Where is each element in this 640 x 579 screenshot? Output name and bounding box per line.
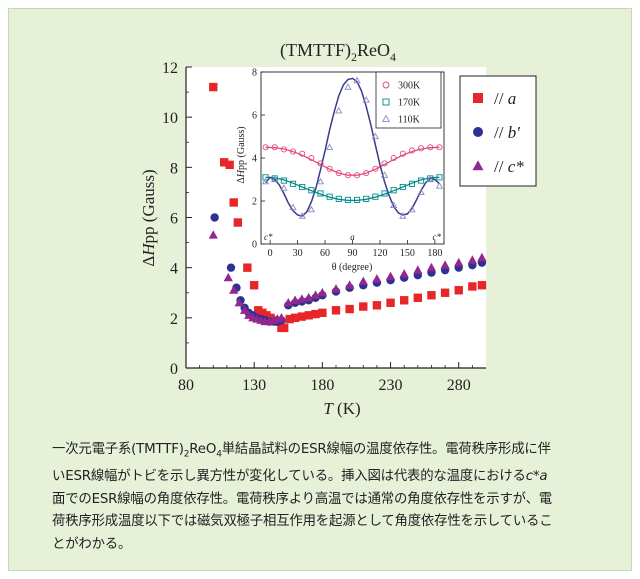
main-y-tick-label: 12: [162, 60, 178, 77]
main-point-series-0: [441, 289, 449, 297]
main-y-tick-label: 0: [170, 361, 178, 378]
main-point-series-0: [250, 281, 258, 289]
main-point-series-0: [468, 282, 476, 290]
inset-axis-name-0: c*: [264, 232, 273, 242]
inset-y-tick-label: 4: [252, 154, 257, 165]
main-x-tick-label: 230: [379, 377, 403, 394]
main-point-series-0: [243, 263, 251, 271]
main-point-series-0: [332, 306, 340, 314]
main-y-axis-label: ΔHpp (Gauss): [139, 169, 158, 266]
inset-legend-label-1: 170K: [398, 98, 421, 109]
main-legend: // a // b′ // c*: [460, 76, 536, 186]
inset-legend: 300K 170K 110K: [376, 72, 441, 128]
main-legend-label-2: // c*: [494, 157, 524, 176]
main-point-series-1: [210, 213, 218, 221]
main-x-tick-label: 80: [178, 377, 194, 394]
inset-x-axis-label: θ (degree): [332, 262, 373, 273]
main-point-series-0: [414, 294, 422, 302]
inset-legend-label-2: 110K: [398, 115, 421, 126]
inset-x-tick-label: 150: [400, 248, 415, 259]
caption-line-1: 一次元電子系(TMTTF)2ReO4単結晶試料のESR線幅の温度依存性。電荷秩序…: [52, 439, 600, 466]
inset-x-tick-label: 180: [427, 248, 442, 259]
main-point-series-0: [373, 301, 381, 309]
main-x-tick-label: 280: [447, 377, 471, 394]
main-point-series-0: [455, 286, 463, 294]
inset-x-tick-label: 120: [372, 248, 387, 259]
main-point-series-0: [234, 218, 242, 226]
main-legend-label-0: // a: [494, 89, 516, 108]
caption-line-4: 荷秩序形成温度以下では磁気双極子相互作用を起源として角度依存性を示しているこ: [52, 511, 600, 534]
inset-axis-name-1: a: [350, 232, 355, 242]
inset-chart: 0 30 60 90 120 150 180 0 2 4 6 8 ΔHpp (Gauss) θ (de…: [236, 68, 444, 274]
inset-y-tick-label: 2: [252, 197, 257, 208]
main-point-series-0: [386, 299, 394, 307]
figure-caption: 一次元電子系(TMTTF)2ReO4単結晶試料のESR線幅の温度依存性。電荷秩序…: [52, 439, 600, 556]
main-y-tick-label: 8: [170, 160, 178, 177]
main-point-series-0: [280, 324, 288, 332]
main-legend-label-1: // b′: [494, 123, 520, 142]
caption-line-2: いESR線幅がトビを示し異方性が変化している。挿入図は代表的な温度におけるc*a: [52, 466, 600, 489]
main-legend-marker-1: [473, 127, 483, 137]
inset-x-tick-label: 30: [293, 248, 303, 259]
inset-x-tick-label: 0: [268, 248, 273, 259]
main-point-series-0: [345, 305, 353, 313]
main-x-axis-label: T (K): [323, 399, 360, 418]
main-point-series-0: [209, 83, 217, 91]
inset-y-tick-label: 6: [252, 111, 257, 122]
main-y-tick-label: 6: [170, 211, 178, 228]
main-y-tick-label: 2: [170, 311, 178, 328]
inset-x-tick-label: 90: [348, 248, 358, 259]
main-point-series-0: [318, 309, 326, 317]
main-point-series-0: [230, 198, 238, 206]
main-y-tick-label: 10: [162, 110, 178, 127]
inset-y-axis-label: ΔHpp (Gauss): [236, 126, 247, 183]
main-point-series-0: [478, 281, 486, 289]
inset-y-tick-label: 0: [252, 240, 257, 251]
main-point-series-1: [227, 263, 235, 271]
main-chart-title: (TMTTF)2ReO4: [280, 40, 396, 64]
inset-x-tick-label: 60: [320, 248, 330, 259]
inset-axis-name-2: c*: [433, 232, 442, 242]
inset-legend-label-0: 300K: [398, 81, 421, 92]
caption-line-5: とがわかる。: [52, 534, 600, 557]
inset-y-tick-label: 8: [252, 68, 257, 79]
main-x-tick-label: 130: [242, 377, 266, 394]
main-y-tick-label: 4: [170, 261, 178, 278]
main-x-tick-label: 180: [310, 377, 334, 394]
main-point-series-0: [225, 161, 233, 169]
caption-line-3: 面でのESR線幅の角度依存性。電荷秩序より高温では通常の角度依存性を示すが、電: [52, 489, 600, 512]
main-point-series-0: [400, 296, 408, 304]
main-point-series-0: [359, 302, 367, 310]
main-point-series-0: [427, 291, 435, 299]
main-legend-marker-0: [473, 93, 483, 103]
